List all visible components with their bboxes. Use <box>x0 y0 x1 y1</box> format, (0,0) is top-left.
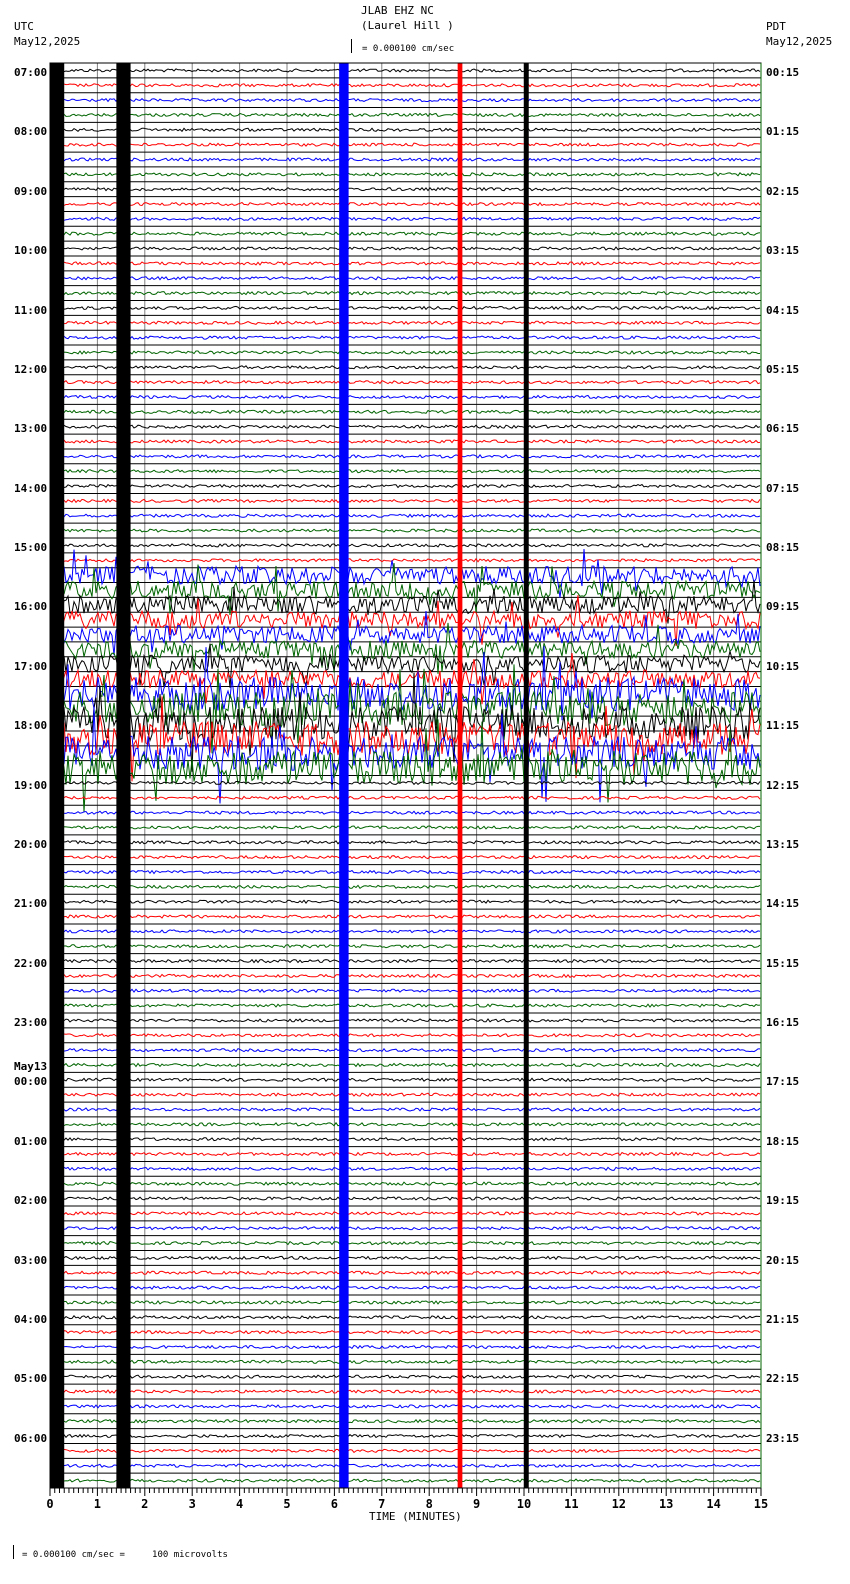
utc-hour-label: 20:00 <box>14 837 48 851</box>
utc-hour-label: 06:00 <box>14 1431 48 1445</box>
utc-hour-label: 01:00 <box>14 1134 48 1148</box>
x-tick-label: 10 <box>516 1497 532 1511</box>
utc-hour-label: 07:00 <box>14 66 48 79</box>
utc-hour-label: 03:00 <box>14 1253 48 1267</box>
right-date: May12,2025 <box>766 35 833 48</box>
pdt-hour-label: 23:15 <box>766 1431 800 1445</box>
utc-hour-label: 21:00 <box>14 897 48 911</box>
footer-scale-label: = 0.000100 cm/sec = 100 microvolts <box>22 1550 228 1560</box>
utc-hour-label: 19:00 <box>14 778 48 792</box>
pdt-hour-label: 22:15 <box>766 1372 800 1386</box>
x-tick-label: 3 <box>188 1497 196 1511</box>
pdt-hour-label: 03:15 <box>766 244 800 258</box>
x-tick-label: 12 <box>611 1497 627 1511</box>
pdt-hour-label: 15:15 <box>766 956 800 970</box>
x-tick-label: 0 <box>46 1497 54 1511</box>
footer-scale-icon <box>13 1545 17 1559</box>
date-change-label: May13 <box>14 1060 48 1074</box>
pdt-hour-label: 06:15 <box>766 422 800 436</box>
pdt-hour-label: 14:15 <box>766 897 800 911</box>
utc-hour-label: 05:00 <box>14 1372 48 1386</box>
left-date: May12,2025 <box>14 35 81 48</box>
x-tick-label: 11 <box>564 1497 579 1511</box>
x-tick-label: 4 <box>235 1497 244 1511</box>
station-title: JLAB EHZ NC <box>361 4 434 17</box>
pdt-hour-label: 09:15 <box>766 600 800 614</box>
utc-hour-label: 16:00 <box>14 600 48 614</box>
x-tick-label: 15 <box>753 1497 769 1511</box>
pdt-hour-label: 07:15 <box>766 481 800 495</box>
utc-hour-label: 04:00 <box>14 1312 48 1326</box>
utc-hour-label: 08:00 <box>14 125 48 139</box>
x-tick-label: 5 <box>283 1497 291 1511</box>
utc-hour-label: 10:00 <box>14 244 48 258</box>
utc-hour-label: 09:00 <box>14 184 48 198</box>
utc-hour-label: 18:00 <box>14 719 48 733</box>
scale-bar-icon <box>351 39 355 53</box>
pdt-hour-label: 02:15 <box>766 184 800 198</box>
pdt-hour-label: 16:15 <box>766 1016 800 1029</box>
pdt-hour-label: 05:15 <box>766 362 800 376</box>
pdt-hour-label: 01:15 <box>766 125 800 139</box>
utc-hour-label: 02:00 <box>14 1194 48 1208</box>
pdt-hour-label: 12:15 <box>766 778 800 792</box>
utc-hour-label: 13:00 <box>14 422 48 436</box>
station-location: (Laurel Hill ) <box>361 19 454 32</box>
utc-hour-label: 14:00 <box>14 481 48 495</box>
utc-hour-label: 12:00 <box>14 362 48 376</box>
pdt-hour-label: 11:15 <box>766 719 800 733</box>
x-tick-label: 8 <box>425 1497 433 1511</box>
right-timezone: PDT <box>766 20 786 33</box>
left-timezone: UTC <box>14 20 34 33</box>
utc-hour-label: 17:00 <box>14 659 48 673</box>
utc-hour-label: 11:00 <box>14 303 48 317</box>
pdt-hour-label: 19:15 <box>766 1194 800 1208</box>
pdt-hour-label: 13:15 <box>766 837 800 851</box>
x-tick-label: 13 <box>658 1497 674 1511</box>
scale-label: = 0.000100 cm/sec <box>362 44 455 54</box>
utc-hour-label: 22:00 <box>14 956 48 970</box>
pdt-hour-label: 18:15 <box>766 1134 800 1148</box>
x-tick-label: 2 <box>141 1497 149 1511</box>
pdt-hour-label: 20:15 <box>766 1253 800 1267</box>
x-axis-title: TIME (MINUTES) <box>369 1510 462 1523</box>
utc-hour-label: 15:00 <box>14 541 48 554</box>
x-tick-label: 6 <box>330 1497 339 1511</box>
utc-hour-label: 23:00 <box>14 1016 48 1029</box>
pdt-hour-label: 17:15 <box>766 1075 800 1089</box>
pdt-hour-label: 10:15 <box>766 659 800 673</box>
x-tick-label: 7 <box>378 1497 386 1511</box>
x-tick-label: 14 <box>706 1497 721 1511</box>
utc-hour-label: 00:00 <box>14 1075 48 1089</box>
pdt-hour-label: 08:15 <box>766 541 800 554</box>
pdt-hour-label: 21:15 <box>766 1312 800 1326</box>
x-tick-label: 1 <box>93 1497 102 1511</box>
x-tick-label: 9 <box>472 1497 481 1511</box>
pdt-hour-label: 00:15 <box>766 66 800 79</box>
pdt-hour-label: 04:15 <box>766 303 800 317</box>
